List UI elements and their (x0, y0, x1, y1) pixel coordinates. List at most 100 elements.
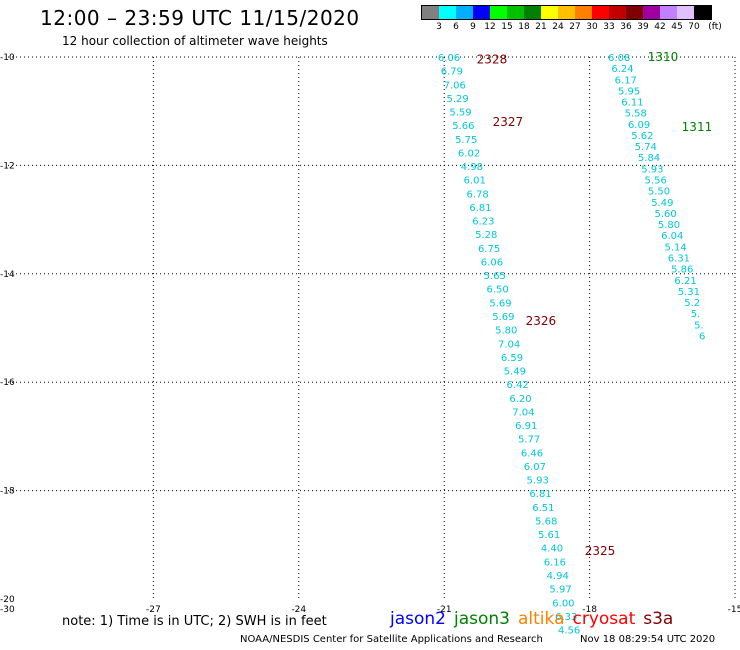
map-note: note: 1) Time is in UTC; 2) SWH is in fe… (62, 614, 327, 629)
legend-swatch (643, 6, 660, 19)
wave-height-value: 5.80 (658, 220, 680, 231)
pass-time-label: 2325 (585, 544, 616, 558)
longitude-tick-label: -24 (291, 605, 306, 615)
wave-height-value: 5.59 (449, 108, 471, 119)
longitude-tick-label: -30 (0, 605, 15, 615)
legend-swatch (592, 6, 609, 19)
wave-height-value: 5.14 (664, 242, 686, 253)
wave-height-value: 6.24 (611, 64, 633, 75)
wave-height-value: 6 (699, 331, 705, 342)
wave-height-legend: 3 6 9 12 15 18 21 24 27 30 33 36 39 42 45 70 (ft) (421, 5, 722, 32)
wave-height-value: 4.56 (558, 626, 580, 637)
wave-height-value: 5.65 (484, 271, 506, 282)
wave-height-value: 6.75 (478, 244, 500, 255)
wave-height-value: 4.98 (461, 162, 483, 173)
legend-swatch (456, 6, 473, 19)
satellite-jason3-label: jason3 (454, 609, 510, 629)
wave-height-value: 5.2 (684, 298, 700, 309)
satellite-jason2-label: jason2 (390, 609, 446, 629)
wave-height-value: 5.84 (638, 153, 660, 164)
wave-height-value: 7.06 (444, 80, 466, 91)
latitude-tick-label: -16 (0, 378, 15, 388)
legend-label: 30 (586, 22, 598, 32)
map-title: 12:00 – 23:59 UTC 11/15/2020 (40, 6, 360, 30)
wave-height-value: 6.50 (487, 285, 509, 296)
wave-height-value: 7.04 (512, 407, 534, 418)
wave-height-value: 6.11 (621, 98, 643, 109)
legend-label: 45 (671, 22, 683, 32)
wave-height-value: 5.93 (641, 164, 663, 175)
legend-label: 12 (484, 22, 496, 32)
wave-height-value: 5. (691, 309, 701, 320)
legend-unit: (ft) (708, 22, 722, 32)
wave-height-value: 6.91 (515, 421, 537, 432)
legend-swatch (439, 6, 456, 19)
map-subtitle: 12 hour collection of altimeter wave hei… (62, 34, 328, 48)
wave-height-value: 5.69 (492, 312, 514, 323)
pass-time-label: 2327 (493, 115, 524, 129)
wave-height-value: 5.77 (518, 435, 540, 446)
latitude-tick-label: -12 (0, 161, 15, 171)
legend-swatch (609, 6, 626, 19)
legend-label: 9 (470, 22, 476, 32)
satellite-altika-label: altika (518, 609, 565, 629)
wave-height-value: 6.09 (628, 120, 650, 131)
wave-height-value: 5.62 (631, 131, 653, 142)
legend-swatch (677, 6, 694, 19)
pass-time-label: 1310 (648, 50, 679, 64)
wave-height-value: 5.93 (527, 476, 549, 487)
longitude-tick-label: -27 (146, 605, 161, 615)
wave-height-value: 5.69 (489, 298, 511, 309)
latitude-tick-label: -20 (0, 595, 15, 605)
wave-height-value: 6.23 (472, 217, 494, 228)
legend-label: 42 (654, 22, 666, 32)
legend-label: 27 (569, 22, 581, 32)
wave-height-value: 6.31 (668, 253, 690, 264)
longitude-tick-label: -21 (437, 605, 452, 615)
wave-height-value: 6.17 (615, 75, 637, 86)
wave-height-value: 5.49 (504, 367, 526, 378)
wave-height-value: 5.58 (625, 109, 647, 120)
wave-height-value: 6.33 (555, 612, 577, 623)
legend-swatch (558, 6, 575, 19)
wave-height-value: 6.81 (469, 203, 491, 214)
wave-height-value: 5.74 (635, 142, 657, 153)
wave-height-value: 7.04 (498, 339, 520, 350)
wave-height-value: 6.01 (464, 176, 486, 187)
satellite-cryosat-label: cryosat (572, 609, 636, 629)
legend-swatch (541, 6, 558, 19)
legend-swatch (660, 6, 677, 19)
wave-height-value: 5.61 (538, 530, 560, 541)
wave-height-value: 5.50 (648, 187, 670, 198)
satellite-key: jason2 jason3 altika cryosat s3a (390, 609, 681, 629)
wave-height-value: 6.78 (467, 189, 489, 200)
wave-height-value: 6.81 (529, 489, 551, 500)
wave-height-value: 5.66 (452, 121, 474, 132)
wave-height-value: 5.60 (655, 209, 677, 220)
wave-height-value: 5. (694, 320, 704, 331)
wave-height-value: 5.75 (455, 135, 477, 146)
wave-height-value: 6.04 (661, 231, 683, 242)
wave-height-value: 6.16 (544, 557, 566, 568)
wave-height-value: 6.02 (458, 148, 480, 159)
wave-height-value: 5.68 (535, 516, 557, 527)
legend-swatch (626, 6, 643, 19)
legend-swatch (694, 6, 711, 19)
wave-height-value: 6.42 (507, 380, 529, 391)
legend-label: 6 (453, 22, 459, 32)
wave-height-value: 5.29 (446, 94, 468, 105)
pass-time-label: 2328 (477, 53, 508, 67)
footer-credit: NOAA/NESDIS Center for Satellite Applica… (240, 634, 543, 645)
legend-label: 18 (518, 22, 530, 32)
latitude-tick-label: -18 (0, 487, 15, 497)
legend-color-bar (421, 5, 712, 20)
wave-height-value: 5.56 (645, 176, 667, 187)
legend-swatch (507, 6, 524, 19)
wave-height-value: 6.00 (552, 598, 574, 609)
wave-height-value: 6.08 (608, 53, 630, 64)
wave-height-value: 6.46 (521, 448, 543, 459)
wave-height-value: 6.06 (438, 53, 460, 64)
legend-label: 3 (436, 22, 442, 32)
latitude-tick-label: -10 (0, 53, 15, 63)
